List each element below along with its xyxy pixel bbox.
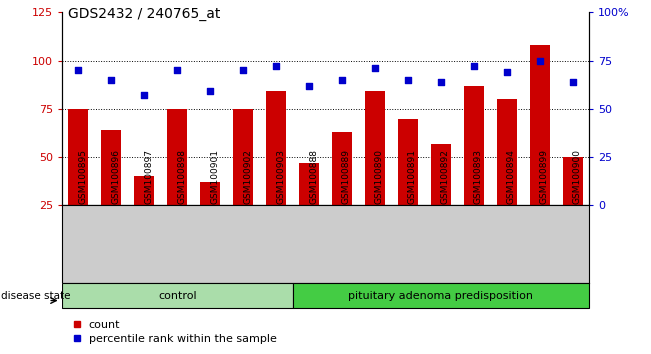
Point [271, 64, 281, 69]
Point [469, 64, 479, 69]
Bar [233, 109, 253, 253]
Bar [299, 163, 319, 253]
Bar [365, 91, 385, 253]
Bar [431, 144, 450, 253]
Point [106, 77, 117, 83]
Bar [102, 130, 121, 253]
Point [370, 65, 380, 71]
Bar [464, 86, 484, 253]
Point [568, 79, 578, 85]
Legend: count, percentile rank within the sample: count, percentile rank within the sample [68, 315, 281, 348]
Point [139, 92, 150, 98]
Bar [68, 109, 88, 253]
Point [172, 67, 182, 73]
Bar [398, 119, 418, 253]
Text: disease state: disease state [1, 291, 70, 301]
Point [337, 77, 347, 83]
Point [403, 77, 413, 83]
Bar [562, 157, 583, 253]
Point [501, 69, 512, 75]
Text: control: control [158, 291, 197, 301]
Point [205, 88, 215, 94]
Point [73, 67, 83, 73]
Point [534, 58, 545, 63]
Point [304, 83, 314, 88]
Bar [266, 91, 286, 253]
Bar [167, 109, 187, 253]
Bar [292, 283, 589, 308]
Bar [134, 176, 154, 253]
Bar [201, 182, 220, 253]
Text: GDS2432 / 240765_at: GDS2432 / 240765_at [68, 7, 221, 21]
Point [436, 79, 446, 85]
Bar [530, 45, 549, 253]
Bar [497, 99, 517, 253]
Bar [62, 283, 292, 308]
Bar [332, 132, 352, 253]
Point [238, 67, 248, 73]
Text: pituitary adenoma predisposition: pituitary adenoma predisposition [348, 291, 533, 301]
